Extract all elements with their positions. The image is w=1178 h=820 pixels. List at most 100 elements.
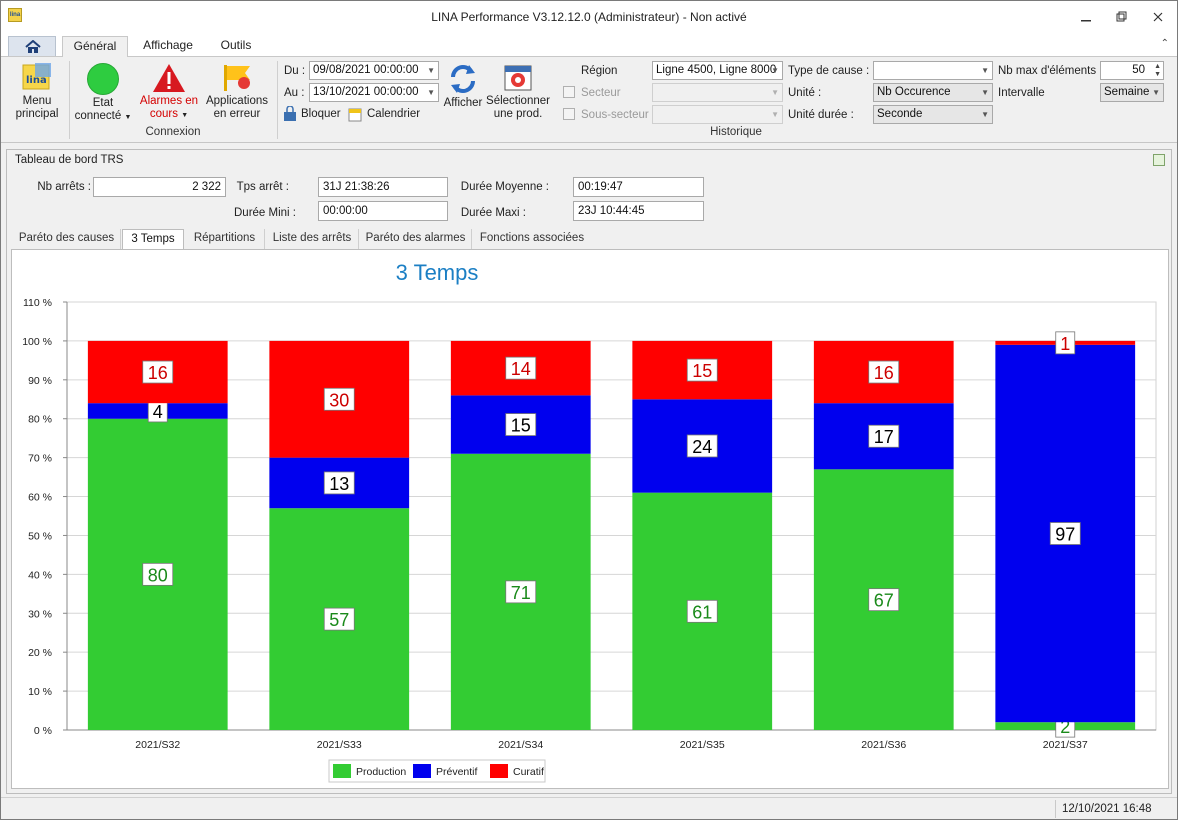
select-production-icon — [502, 63, 534, 93]
legend-swatch — [333, 764, 351, 778]
ribbon-collapse-icon[interactable]: ⌃ — [1160, 38, 1169, 49]
panel-title: Tableau de bord TRS — [15, 154, 124, 166]
maximize-icon[interactable] — [1114, 11, 1128, 25]
chevron-down-icon: ▼ — [771, 88, 779, 97]
tps-arret-value: 31J 21:38:26 — [318, 177, 448, 197]
x-tick-label: 2021/S37 — [1043, 739, 1088, 751]
x-tick-label: 2021/S33 — [317, 739, 362, 751]
du-label: Du : — [284, 65, 306, 77]
data-label-box — [1049, 522, 1081, 545]
duree-maxi-label: Durée Maxi : — [460, 207, 526, 219]
tab-fonctions-associees[interactable]: Fonctions associées — [479, 232, 585, 244]
separator — [277, 61, 278, 139]
duree-maxi-value: 23J 10:44:45 — [573, 201, 704, 221]
menu-principal-label-1: Menu — [22, 95, 52, 107]
sous-secteur-select[interactable]: ▼ — [652, 105, 783, 124]
data-label: 17 — [874, 427, 894, 447]
data-label: 2 — [1060, 717, 1070, 737]
panel-pin-icon[interactable] — [1153, 154, 1165, 166]
data-label-box — [868, 588, 900, 612]
tab-3-temps[interactable]: 3 Temps — [122, 229, 184, 250]
y-tick-label: 30 % — [28, 608, 52, 620]
data-label-box — [1055, 331, 1076, 355]
app-icon[interactable]: lina — [8, 8, 22, 22]
etat-label-2: connecté — [74, 110, 122, 122]
nb-max-spinner[interactable]: 50 ▲ ▼ — [1100, 61, 1164, 80]
data-label-box — [686, 358, 718, 382]
data-label: 67 — [874, 591, 894, 611]
tab-liste-arrets[interactable]: Liste des arrêts — [266, 229, 359, 250]
au-label: Au : — [284, 87, 305, 99]
separator — [69, 61, 70, 139]
status-bar: 12/10/2021 16:48 — [1, 797, 1177, 819]
tab-affichage[interactable]: Affichage — [143, 38, 193, 52]
menu-principal-button[interactable]: lina Menu principal — [10, 61, 64, 121]
spin-up-icon[interactable]: ▲ — [1154, 63, 1161, 70]
secteur-checkbox[interactable] — [563, 86, 575, 98]
etat-connecte-button[interactable]: Etat connecté ▼ — [73, 63, 133, 124]
unite-duree-select[interactable]: Seconde ▼ — [873, 105, 993, 124]
tab-pareto-causes[interactable]: Paréto des causes — [13, 229, 121, 250]
intervalle-select[interactable]: Semaine ▼ — [1100, 83, 1164, 102]
type-cause-select[interactable]: ▼ — [873, 61, 993, 80]
data-label: 16 — [874, 363, 894, 383]
data-label: 4 — [153, 402, 163, 422]
legend-swatch — [490, 764, 508, 778]
unite-select[interactable]: Nb Occurence ▼ — [873, 83, 993, 102]
spin-down-icon[interactable]: ▼ — [1154, 71, 1161, 78]
nb-arrets-label: Nb arrêts : — [37, 181, 91, 193]
selectionner-label-1: Sélectionner — [486, 95, 550, 107]
ribbon-tab-bar: Général Affichage Outils ⌃ — [1, 33, 1177, 58]
home-icon — [25, 40, 41, 53]
data-label: 14 — [511, 359, 531, 379]
nb-max-value: 50 — [1132, 64, 1145, 76]
data-label: 15 — [511, 416, 531, 436]
tab-pareto-alarmes[interactable]: Paréto des alarmes — [360, 229, 472, 250]
y-tick-label: 20 % — [28, 647, 52, 659]
minimize-icon[interactable] — [1079, 11, 1093, 25]
au-date-picker[interactable]: 13/10/2021 00:00:00 ▼ — [309, 83, 439, 102]
duree-moyenne-label: Durée Moyenne : — [460, 181, 549, 193]
unite-duree-label: Unité durée : — [788, 109, 854, 121]
bloquer-button[interactable]: Bloquer — [301, 108, 341, 120]
sous-secteur-checkbox[interactable] — [563, 108, 575, 120]
legend-label: Curatif — [513, 766, 544, 778]
type-cause-label: Type de cause : — [788, 65, 870, 77]
y-tick-label: 80 % — [28, 414, 52, 426]
alarmes-en-cours-button[interactable]: Alarmes en cours ▼ — [138, 63, 200, 122]
chevron-down-icon: ▼ — [771, 110, 779, 119]
legend-label: Production — [356, 766, 406, 778]
du-date-picker[interactable]: 09/08/2021 00:00:00 ▼ — [309, 61, 439, 80]
applications-label-1: Applications — [205, 95, 268, 107]
secteur-select[interactable]: ▼ — [652, 83, 783, 102]
du-date-value: 09/08/2021 00:00:00 — [313, 64, 419, 76]
calendar-icon — [348, 106, 362, 125]
applications-en-erreur-button[interactable]: Applications en erreur — [204, 63, 270, 121]
chevron-down-icon: ▼ — [981, 66, 989, 75]
tab-general[interactable]: Général — [62, 36, 128, 58]
tab-repartitions[interactable]: Répartitions — [185, 229, 265, 250]
data-label-box — [142, 562, 174, 586]
data-label: 80 — [148, 565, 168, 585]
data-label: 16 — [148, 363, 168, 383]
region-select[interactable]: Ligne 4500, Ligne 8000 ▼ — [652, 61, 783, 80]
data-label: 1 — [1060, 334, 1070, 354]
x-tick-label: 2021/S34 — [498, 739, 543, 751]
applications-label-2: en erreur — [213, 108, 261, 120]
alarmes-label-1: Alarmes en — [139, 95, 199, 107]
tps-arret-label: Tps arrêt : — [236, 181, 289, 193]
afficher-button[interactable]: Afficher — [441, 63, 485, 110]
y-tick-label: 60 % — [28, 492, 52, 504]
close-icon[interactable] — [1151, 11, 1165, 25]
chevron-down-icon: ▼ — [124, 114, 132, 121]
tab-outils[interactable]: Outils — [220, 38, 252, 52]
menu-principal-label-2: principal — [15, 108, 59, 120]
y-tick-label: 0 % — [34, 725, 52, 737]
flag-icon — [220, 63, 254, 93]
unite-duree-value: Seconde — [877, 108, 923, 120]
data-label-box — [868, 424, 900, 448]
title-bar: lina LINA Performance V3.12.12.0 (Admini… — [1, 1, 1177, 33]
home-tab[interactable] — [8, 36, 56, 56]
selectionner-prod-button[interactable]: Sélectionner une prod. — [485, 63, 551, 121]
calendrier-button[interactable]: Calendrier — [367, 108, 421, 120]
